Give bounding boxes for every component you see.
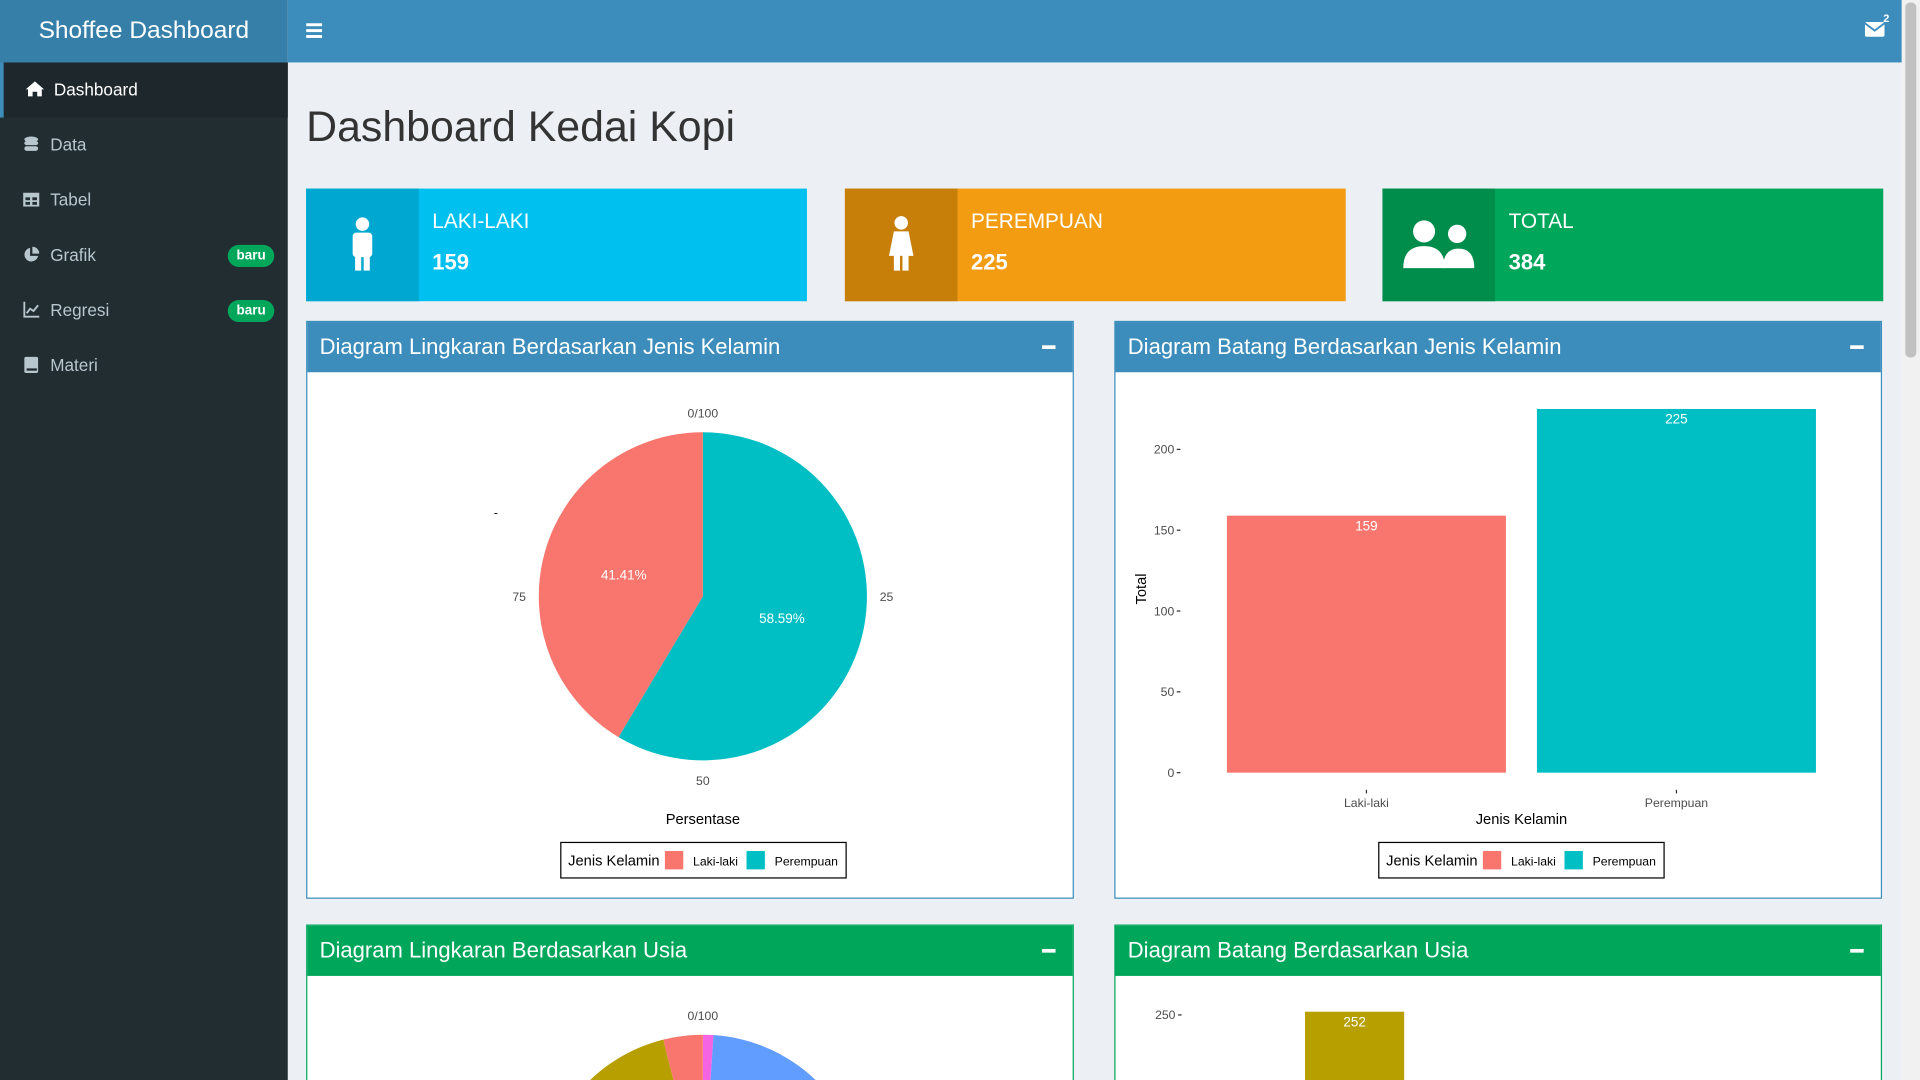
nav-item[interactable]: Regresi baru — [0, 283, 288, 338]
info-box: TOTAL 384 — [1382, 188, 1884, 302]
legend-swatch — [746, 851, 765, 870]
nav-icon — [24, 356, 39, 373]
x-tick-label: Perempuan — [1645, 796, 1708, 810]
x-tick-label: Laki-laki — [1344, 796, 1389, 810]
navbar: 2 — [287, 0, 1920, 63]
angle-tick-label: 0/100 — [688, 407, 719, 421]
nav-label: Tabel — [50, 189, 92, 210]
nav-item[interactable]: Grafik baru — [0, 228, 288, 283]
nav-icon — [24, 136, 39, 151]
legend-swatch — [1482, 851, 1502, 870]
sidebar: Dashboard Data Tabel Grafik baru Regresi baru M… — [0, 62, 288, 1080]
collapse-button[interactable] — [1850, 948, 1864, 953]
nav-item[interactable]: Data — [0, 118, 288, 173]
info-icon — [1382, 188, 1496, 302]
pie-slice — [590, 1039, 674, 1080]
y-tick-label: 100 — [1154, 604, 1175, 618]
pie-slice — [538, 432, 703, 738]
nav-item[interactable]: Materi — [0, 338, 288, 393]
y-tick-label: 250 — [1155, 1008, 1176, 1022]
info-label: PEREMPUAN — [971, 209, 1103, 233]
bar-value-label: 225 — [1665, 412, 1687, 427]
collapse-button[interactable] — [1042, 948, 1056, 953]
page-title: Dashboard Kedai Kopi — [306, 102, 736, 151]
legend-label: Perempuan — [775, 855, 838, 869]
panel-title: Diagram Batang Berdasarkan Jenis Kelamin — [1115, 322, 1881, 373]
angle-tick-label: 75 — [512, 590, 526, 604]
legend-label: Laki-laki — [1511, 855, 1556, 869]
menu-toggle[interactable] — [306, 22, 323, 39]
angle-tick-label: 0/100 — [688, 1009, 719, 1023]
y-axis-label: Total — [1134, 573, 1150, 604]
pie-slice — [663, 1034, 703, 1080]
legend-swatch — [664, 851, 684, 870]
pie-slice — [702, 1034, 714, 1080]
nav-icon — [23, 192, 40, 207]
nav-label: Regresi — [50, 300, 110, 320]
info-box: LAKI-LAKI 159 — [306, 188, 807, 302]
pie-label: 58.59% — [759, 611, 805, 626]
bar — [1536, 408, 1816, 773]
angle-tick-label: 25 — [880, 590, 894, 604]
mail-badge: 2 — [1883, 12, 1890, 25]
legend-box — [560, 841, 847, 879]
info-label: TOTAL — [1508, 209, 1574, 233]
nav-item[interactable]: Tabel — [0, 173, 288, 228]
y-tick-label: 150 — [1154, 523, 1175, 537]
y-tick-label: 50 — [1161, 685, 1175, 699]
x-axis-label: Jenis Kelamin — [1476, 812, 1567, 828]
mail-icon[interactable] — [1864, 21, 1887, 38]
info-box: PEREMPUAN 225 — [844, 188, 1346, 302]
bar-value-label: 252 — [1343, 1014, 1365, 1029]
y-tick-label: 200 — [1154, 443, 1175, 457]
nav-icon — [24, 246, 40, 262]
bar — [1226, 515, 1506, 773]
angle-tick-label: 50 — [696, 774, 710, 788]
info-value: 225 — [971, 249, 1008, 275]
nav-label: Materi — [50, 355, 98, 375]
collapse-button[interactable] — [1850, 345, 1864, 349]
legend-box — [1378, 841, 1665, 879]
scrollbar-thumb[interactable] — [1905, 2, 1917, 358]
legend-title: Jenis Kelamin — [1386, 854, 1477, 870]
nav-icon — [25, 81, 45, 97]
info-label: LAKI-LAKI — [432, 209, 530, 233]
x-axis-label: Persentase — [666, 812, 740, 828]
panel-title: Diagram Lingkaran Berdasarkan Jenis Kela… — [307, 322, 1073, 373]
info-value: 384 — [1508, 249, 1546, 275]
brand[interactable]: Shoffee Dashboard — [0, 0, 288, 63]
bar — [1305, 1011, 1405, 1080]
legend-title: Jenis Kelamin — [568, 854, 659, 870]
legend-label: Perempuan — [1593, 855, 1656, 869]
pie-label: 41.41% — [601, 567, 647, 582]
panel-title: Diagram Lingkaran Berdasarkan Usia — [307, 925, 1073, 976]
pie-slice — [618, 432, 867, 761]
nav-label: Grafik — [50, 244, 96, 265]
legend-label: Laki-laki — [693, 855, 738, 869]
y-tick-label: 0 — [1167, 766, 1174, 780]
nav-badge: baru — [227, 300, 275, 323]
info-value: 159 — [432, 249, 470, 275]
legend-swatch — [1564, 851, 1583, 870]
y-axis-label: - — [494, 506, 498, 520]
info-icon — [844, 188, 958, 302]
nav-badge: baru — [227, 244, 275, 267]
nav-label: Data — [50, 134, 87, 155]
nav-label: Dashboard — [53, 79, 138, 100]
pie-slice — [710, 1035, 816, 1080]
panel: Diagram Batang Berdasarkan Usia — [1114, 924, 1883, 1080]
collapse-button[interactable] — [1042, 345, 1056, 349]
nav-item[interactable]: Dashboard — [0, 62, 288, 118]
info-icon — [306, 188, 419, 302]
panel-title: Diagram Batang Berdasarkan Usia — [1115, 925, 1881, 976]
bar-value-label: 159 — [1355, 518, 1377, 533]
nav-icon — [23, 301, 40, 318]
